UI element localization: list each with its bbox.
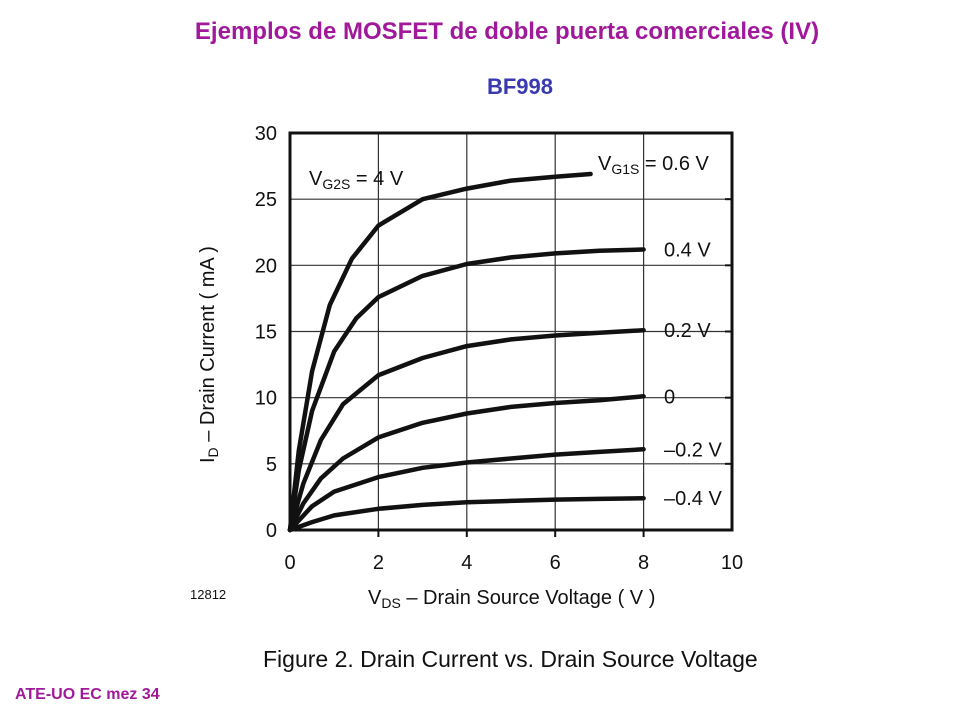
- vg2s-annotation: VG2S = 4 V: [309, 168, 404, 192]
- x-tick-label: 0: [284, 552, 295, 574]
- series-label-4: –0.2 V: [664, 439, 722, 461]
- x-tick-label: 10: [721, 552, 743, 574]
- series-curve-1: [287, 247, 646, 533]
- y-tick-label: 30: [255, 123, 277, 145]
- series-curve-4: [287, 447, 646, 533]
- y-tick-label: 0: [266, 520, 277, 542]
- y-tick-label: 10: [255, 388, 277, 410]
- y-tick-label: 5: [266, 454, 277, 476]
- slide-subtitle: BF998: [486, 74, 554, 99]
- x-axis-title: VDS – Drain Source Voltage ( V ): [368, 587, 655, 611]
- x-tick-label: 4: [461, 552, 472, 574]
- figure-id: 12812: [190, 587, 226, 602]
- series-label-1: 0.4 V: [664, 239, 711, 261]
- grid-layer: [290, 133, 732, 530]
- y-tick-label: 25: [255, 189, 277, 211]
- y-tick-label: 20: [255, 255, 277, 277]
- y-axis-title: ID – Drain Current ( mA ): [197, 246, 221, 463]
- series-curve-0: [287, 171, 593, 533]
- series-label-2: 0.2 V: [664, 320, 711, 342]
- x-tick-label: 2: [373, 552, 384, 574]
- series-curve-3: [287, 394, 646, 533]
- series-curve-2: [287, 327, 646, 533]
- slide-title: Ejemplos de MOSFET de doble puerta comer…: [194, 18, 820, 45]
- x-tick-label: 6: [550, 552, 561, 574]
- series-label-5: –0.4 V: [664, 488, 722, 510]
- figure-caption: Figure 2. Drain Current vs. Drain Source…: [263, 646, 758, 672]
- tick-layer: 0 2 4 6 8 10 0 5 10 15 20 25 30: [255, 123, 743, 574]
- series-layer: [287, 171, 646, 533]
- series-label-0: VG1S = 0.6 V: [598, 153, 710, 177]
- series-curve-5: [287, 495, 646, 533]
- x-tick-label: 8: [638, 552, 649, 574]
- footer-slide-ref: ATE-UO EC mez 34: [15, 686, 160, 703]
- series-label-3: 0: [664, 386, 675, 408]
- y-tick-label: 15: [255, 322, 277, 344]
- label-layer: VG1S = 0.6 V 0.4 V 0.2 V 0 –0.2 V –0.4 V VG2S …: [197, 153, 722, 611]
